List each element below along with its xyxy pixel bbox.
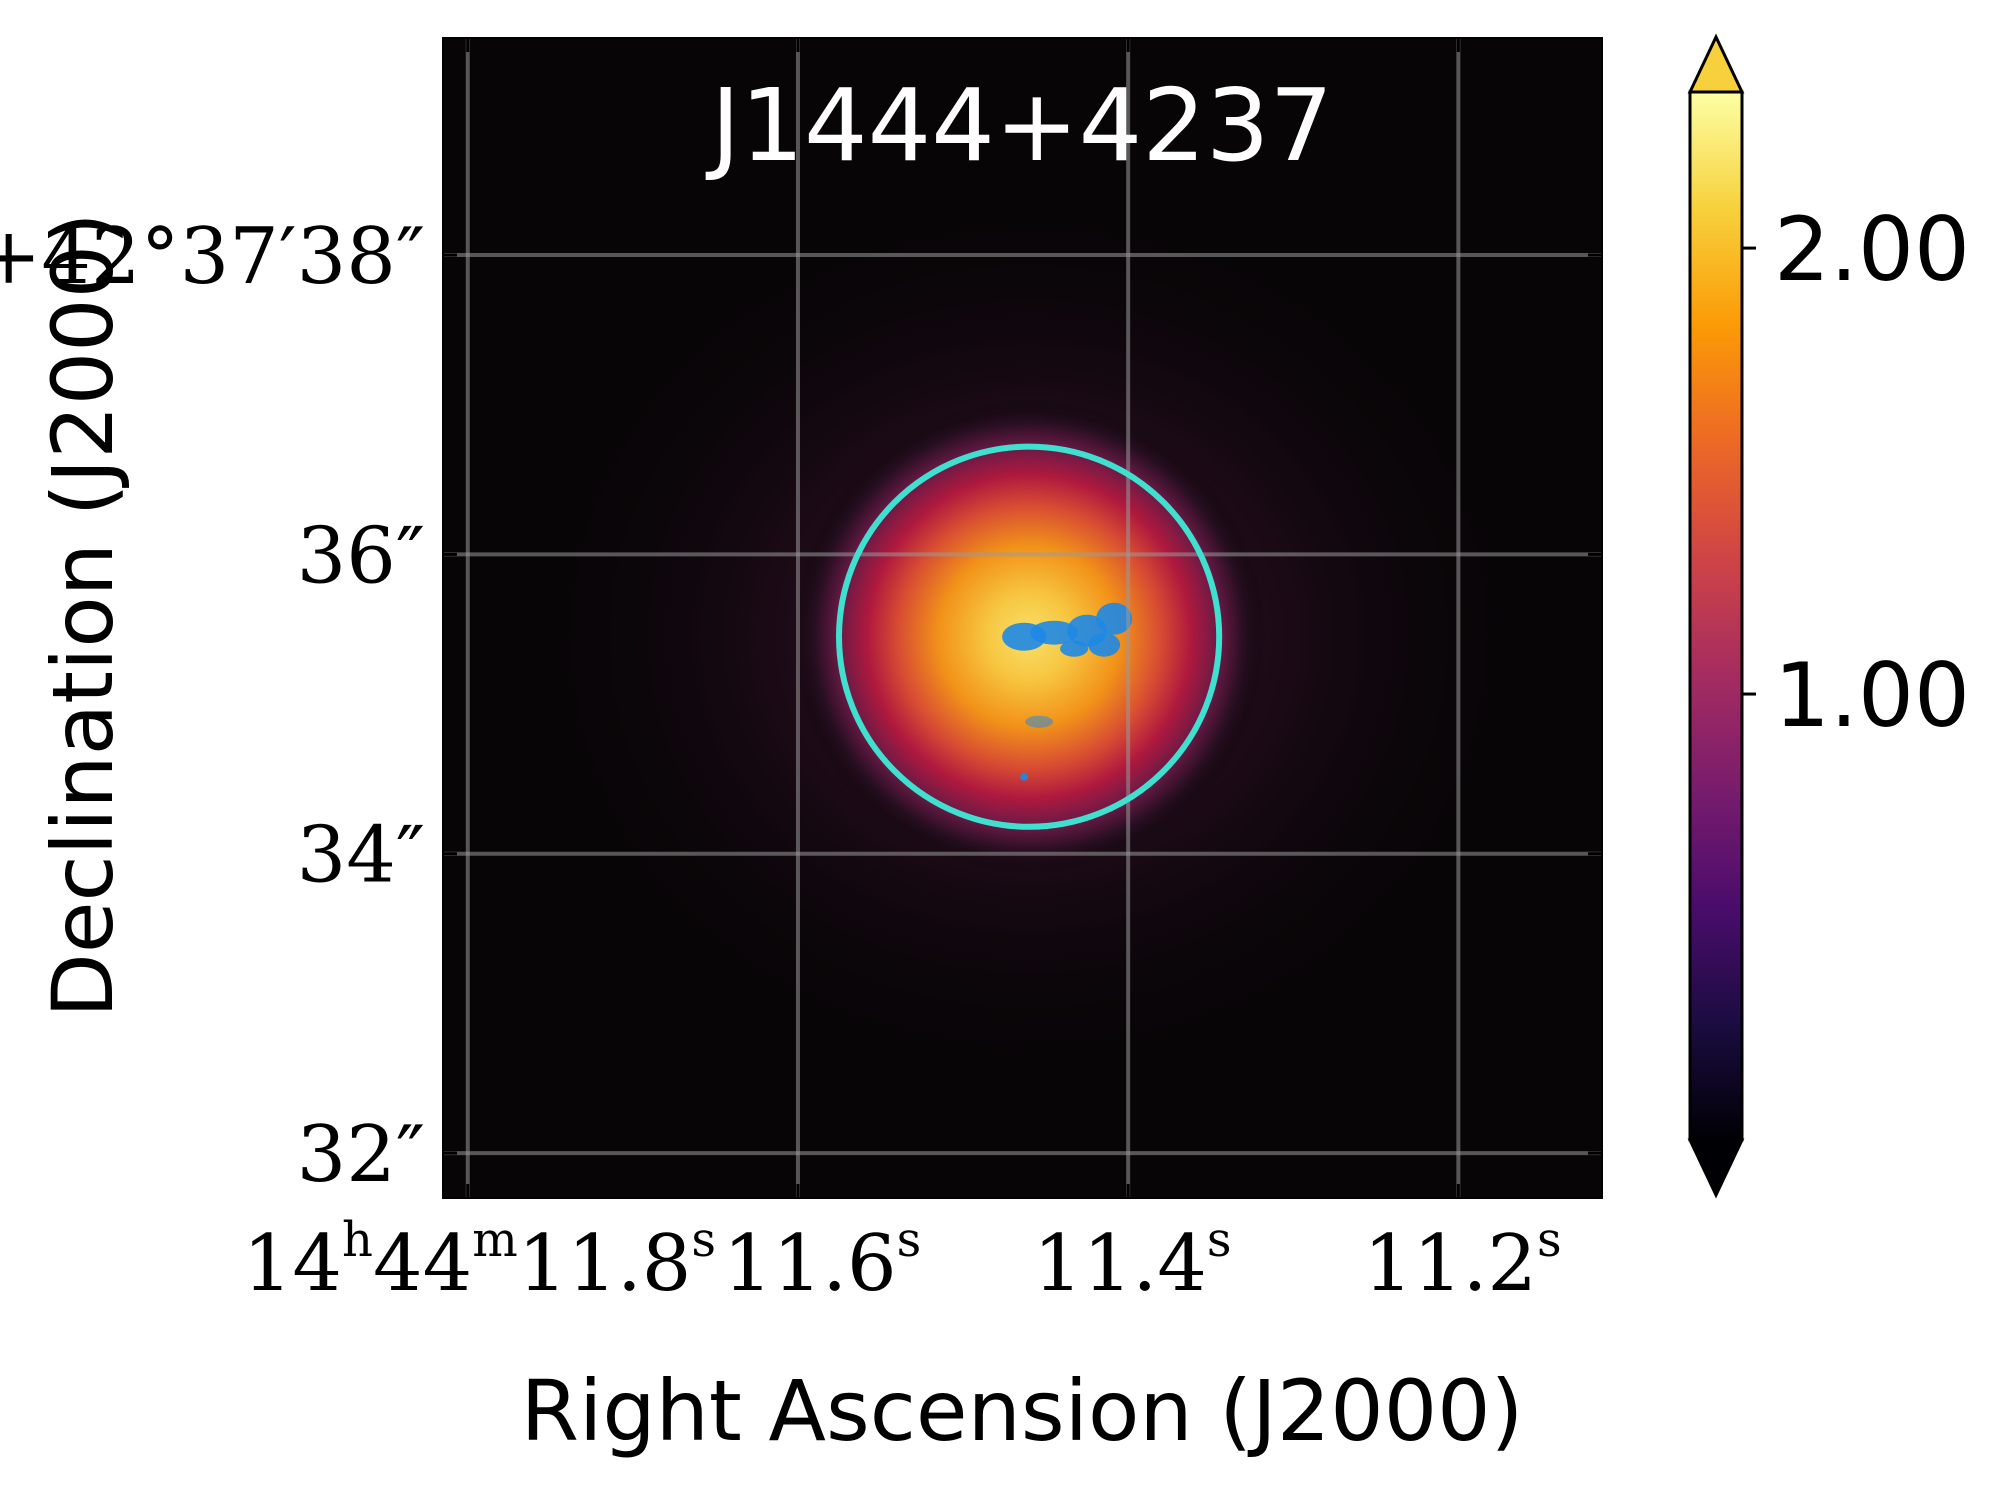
- panel-frame: [442, 37, 1603, 1199]
- y-axis-label: Declination (J2000): [34, 212, 132, 1018]
- colorbar-tick-label: 1.00: [1774, 644, 1970, 747]
- overlay-blob: [1088, 632, 1121, 657]
- overlay-blob: [1025, 715, 1054, 728]
- x-axis-label: Right Ascension (J2000): [521, 1362, 1524, 1460]
- colorbar-body: [1688, 90, 1744, 1142]
- x-tick-label: 11.2s: [1363, 1212, 1561, 1309]
- x-tick-label: 11.6s: [723, 1212, 921, 1309]
- x-tick-label: 14h44m11.8s: [243, 1212, 716, 1309]
- image-panel: J1444+4237: [442, 37, 1603, 1199]
- source-overlay: [1002, 602, 1133, 781]
- colorbar-extend-bottom: [1687, 1138, 1745, 1199]
- grid: [443, 38, 1602, 1198]
- y-tick-label: 34″: [297, 811, 425, 901]
- y-tick-label: 36″: [297, 511, 425, 601]
- tick-marks: [443, 38, 1602, 1198]
- overlay-blob: [1020, 772, 1029, 781]
- chart-title: J1444+4237: [705, 67, 1333, 184]
- y-tick-labels: +42°37′38″ 36″ 34″ 32″: [0, 212, 425, 1200]
- colorbar-extend-top: [1687, 33, 1745, 94]
- x-tick-label: 11.4s: [1033, 1212, 1231, 1309]
- y-tick-label: +42°37′38″: [0, 212, 425, 302]
- overlay-blob: [1096, 602, 1133, 635]
- aperture-circle: [836, 443, 1223, 830]
- y-tick-label: 32″: [297, 1110, 425, 1200]
- overlay-blob: [1060, 640, 1089, 657]
- colorbar-ticks: 2.00 1.00: [1742, 198, 1970, 747]
- overlay-blob: [1030, 620, 1079, 645]
- colorbar: 2.00 1.00: [1687, 33, 1970, 1199]
- colorbar-tick-label: 2.00: [1774, 198, 1970, 301]
- x-tick-labels: 14h44m11.8s 11.6s 11.4s 11.2s: [243, 1212, 1562, 1309]
